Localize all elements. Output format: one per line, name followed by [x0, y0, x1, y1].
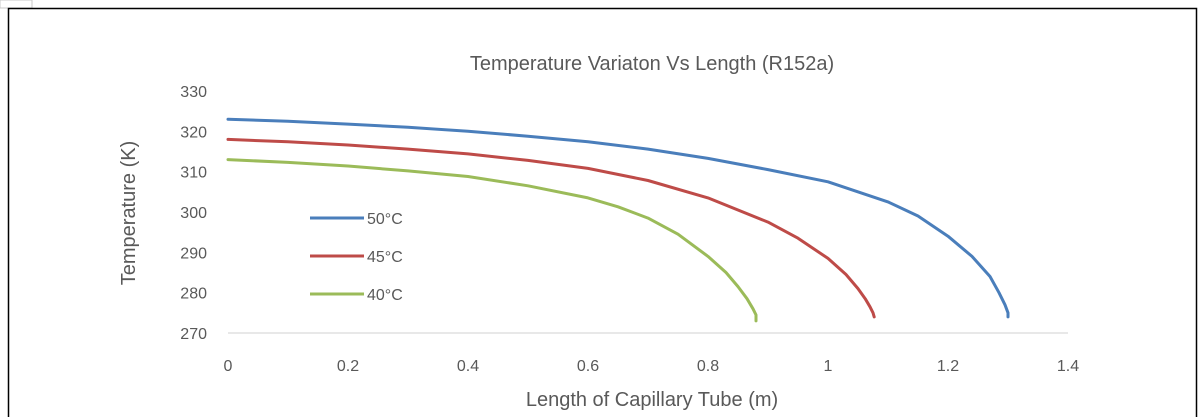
y-tick-label: 330	[180, 84, 207, 101]
series-line-50°C	[226, 117, 1010, 319]
chart-title: Temperature Variaton Vs Length (R152a)	[470, 53, 834, 75]
y-tick-label: 310	[180, 165, 207, 182]
x-tick-label: 0.6	[577, 358, 599, 375]
y-tick-label: 300	[180, 205, 207, 222]
legend: 50°C 45°C 40°C	[310, 211, 403, 304]
x-tick-label: 1	[824, 358, 833, 375]
series-lines	[226, 117, 1010, 323]
y-tick-labels: 270 280 290 300 310 320 330	[180, 84, 207, 343]
y-tick-label: 280	[180, 286, 207, 303]
x-tick-label: 1.4	[1057, 358, 1079, 375]
y-tick-label: 270	[180, 326, 207, 343]
chart-border	[7, 7, 1198, 417]
legend-label: 45°C	[367, 249, 403, 266]
x-tick-label: 0.2	[337, 358, 359, 375]
legend-label: 50°C	[367, 211, 403, 228]
x-tick-label: 0	[224, 358, 233, 375]
x-tick-label: 1.2	[937, 358, 959, 375]
x-tick-labels: 0 0.2 0.4 0.6 0.8 1 1.2 1.4	[224, 358, 1080, 375]
y-axis-label: Temperature (K)	[118, 141, 140, 286]
x-tick-label: 0.8	[697, 358, 719, 375]
x-tick-label: 0.4	[457, 358, 479, 375]
series-line-45°C	[226, 137, 876, 319]
y-tick-label: 320	[180, 124, 207, 141]
top-left-corner-box	[0, 0, 33, 9]
x-axis-label: Length of Capillary Tube (m)	[526, 389, 778, 411]
series-line-40°C	[226, 158, 758, 323]
legend-label: 40°C	[367, 287, 403, 304]
y-tick-label: 290	[180, 245, 207, 262]
